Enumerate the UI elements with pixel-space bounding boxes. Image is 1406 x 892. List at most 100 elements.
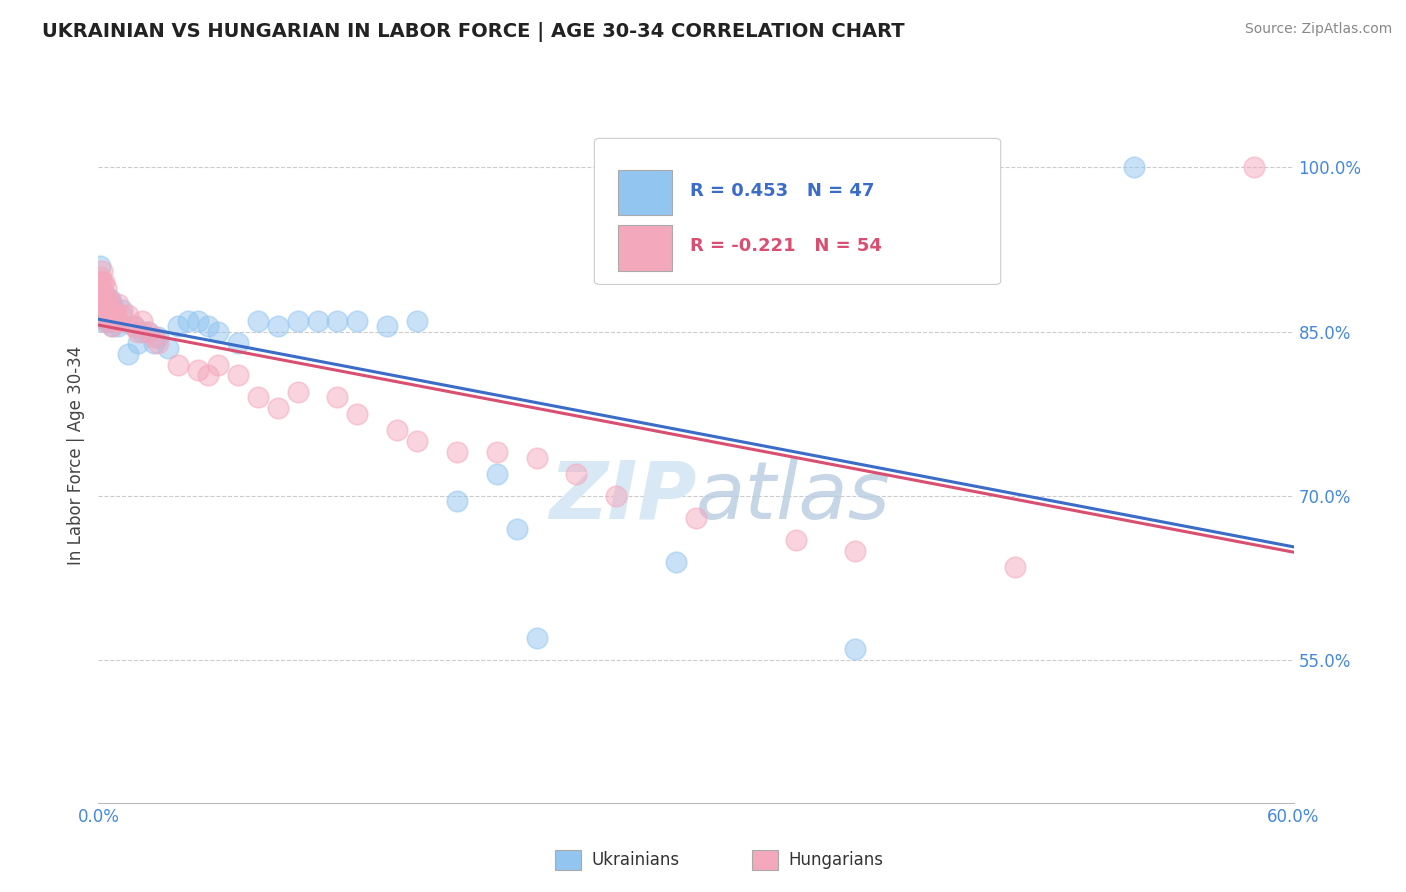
Point [844,642,866,657]
Point [93,302,115,317]
Point [96,281,118,295]
Point [246,391,269,405]
Point [346,407,368,421]
Point [187,314,209,328]
FancyBboxPatch shape [595,138,1001,285]
Point [131,325,153,339]
Point [446,445,468,459]
Point [89,259,111,273]
Point [96,297,118,311]
Point [107,314,129,328]
FancyBboxPatch shape [619,169,672,215]
Point [93,308,115,322]
Point [91,297,114,311]
Point [98,292,122,306]
Point [485,445,508,459]
Point [111,302,134,317]
Point [148,335,170,350]
Point [101,319,124,334]
Point [1004,560,1026,574]
Point [91,264,114,278]
Point [93,286,115,301]
Point [101,297,124,311]
Point [375,319,398,334]
Point [326,314,349,328]
Point [96,314,118,328]
Point [526,632,548,646]
Point [385,423,409,437]
Point [103,302,125,317]
Point [197,319,219,334]
Point [93,308,115,322]
Point [287,314,309,328]
Point [267,319,290,334]
Point [785,533,807,547]
Point [91,302,114,317]
Point [127,335,149,350]
Point [101,319,124,334]
Point [93,302,115,317]
Point [187,363,209,377]
Point [167,358,190,372]
Point [107,319,129,334]
Point [101,302,124,317]
Point [111,308,134,322]
Point [226,335,249,350]
Point [97,302,120,317]
Point [565,467,588,481]
Point [97,314,120,328]
Point [197,368,219,383]
Point [207,358,229,372]
FancyBboxPatch shape [619,226,672,270]
Point [406,314,429,328]
Point [844,543,866,558]
Point [96,297,118,311]
Point [89,292,111,306]
Point [326,391,349,405]
Point [117,346,139,360]
Point [97,302,120,317]
Point [127,325,149,339]
Point [485,467,508,481]
Point [446,494,468,508]
Point [93,276,115,290]
Point [226,368,249,383]
Point [107,297,129,311]
Point [98,297,122,311]
Point [136,325,159,339]
Text: UKRAINIAN VS HUNGARIAN IN LABOR FORCE | AGE 30-34 CORRELATION CHART: UKRAINIAN VS HUNGARIAN IN LABOR FORCE | … [42,22,905,42]
Point [605,489,627,503]
Text: atlas: atlas [696,458,891,536]
Point [167,319,190,334]
Point [89,276,111,290]
Text: Ukrainians: Ukrainians [592,851,681,869]
Point [406,434,429,449]
Point [91,286,114,301]
Point [91,276,114,290]
Point [307,314,329,328]
Point [177,314,200,328]
Point [89,269,111,284]
Point [1243,161,1265,175]
Text: Hungarians: Hungarians [789,851,884,869]
Y-axis label: In Labor Force | Age 30-34: In Labor Force | Age 30-34 [66,345,84,565]
Point [526,450,548,465]
Point [98,314,122,328]
Text: ZIP: ZIP [548,458,696,536]
Point [207,325,229,339]
Point [96,314,118,328]
Point [103,314,125,328]
Point [685,511,707,525]
Point [89,286,111,301]
Point [665,555,688,569]
Point [287,384,309,399]
Point [1123,161,1146,175]
Point [143,335,166,350]
Point [117,308,139,322]
Point [246,314,269,328]
Text: Source: ZipAtlas.com: Source: ZipAtlas.com [1244,22,1392,37]
Point [148,330,170,344]
Point [131,314,153,328]
Point [98,308,122,322]
Text: R = 0.453   N = 47: R = 0.453 N = 47 [690,182,875,200]
